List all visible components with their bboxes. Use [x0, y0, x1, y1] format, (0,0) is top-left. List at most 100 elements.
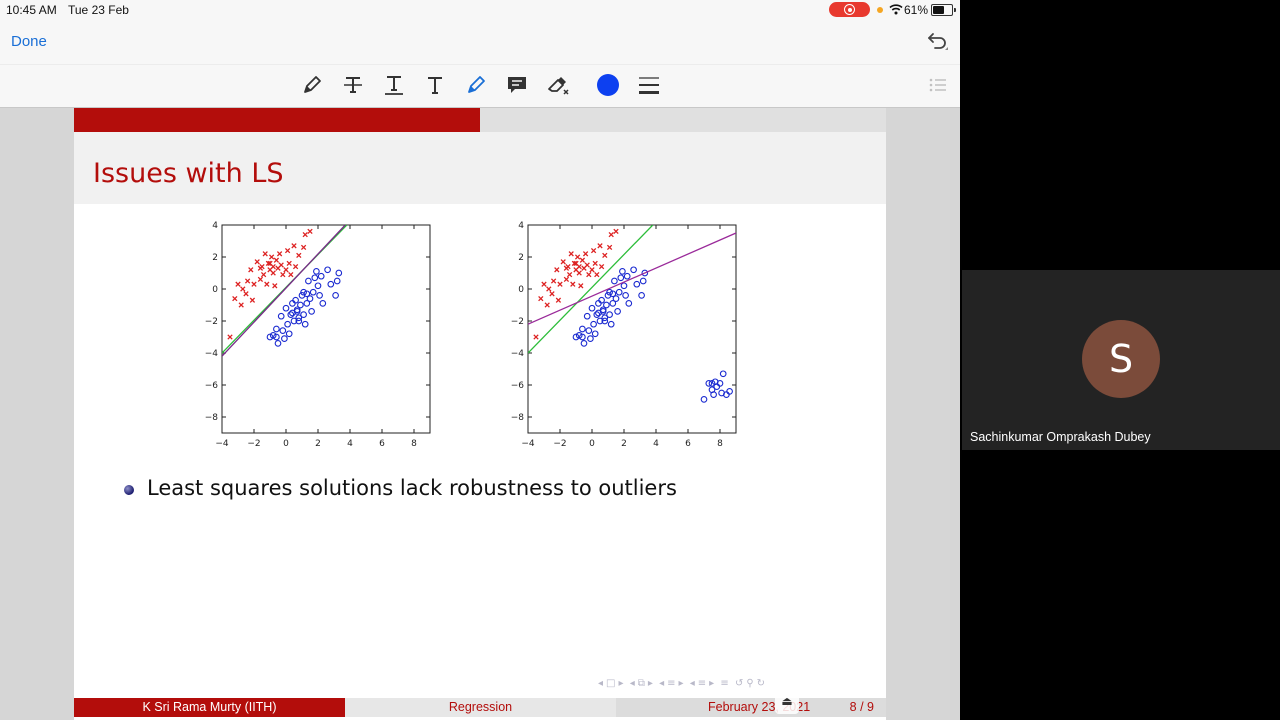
nav-prev-subsection-icon[interactable]: ◂: [629, 678, 635, 689]
data-point-o: [638, 292, 645, 299]
data-point-o: [593, 311, 601, 318]
data-point-o: [590, 320, 597, 328]
comment-icon[interactable]: [505, 73, 529, 97]
nav-toc-icon[interactable]: ≡: [720, 678, 729, 689]
eraser-icon[interactable]: [546, 73, 570, 97]
x-tick-label: −4: [215, 439, 229, 449]
scatter-plot-least-squares: −4 −2 0 2 4 6 8 4 2 0 −2 −4 −6 −8: [205, 221, 431, 449]
data-point-x: [613, 228, 619, 235]
nav-first-icon[interactable]: ◂: [598, 678, 604, 689]
done-button[interactable]: Done: [11, 33, 47, 50]
data-point-o: [579, 333, 586, 341]
y-tick-label: −8: [205, 413, 219, 423]
text-icon[interactable]: [423, 73, 447, 97]
x-tick-label: 0: [283, 439, 289, 449]
data-point-x: [563, 265, 570, 271]
nav-next-icon[interactable]: ▸: [618, 678, 624, 689]
data-point-o: [269, 332, 277, 339]
data-point-o: [606, 311, 613, 318]
plot-area: [222, 225, 348, 357]
data-point-x: [533, 334, 539, 340]
nav-next-section-icon[interactable]: ▸: [678, 678, 684, 689]
nav-next-doc-icon[interactable]: ▸: [709, 678, 715, 689]
data-point-o: [719, 370, 727, 378]
data-point-o: [630, 266, 637, 274]
data-point-o: [317, 272, 325, 280]
markup-toolbar: [0, 64, 960, 108]
bullet-text: Least squares solutions lack robustness …: [147, 476, 677, 500]
data-point-o: [311, 274, 319, 282]
x-tick-label: 2: [315, 439, 321, 449]
data-point-x: [554, 267, 560, 273]
nav-next-subsection-icon[interactable]: ▸: [647, 678, 653, 689]
nav-redo-icon[interactable]: ↻: [756, 678, 766, 689]
participant-tile[interactable]: S Sachinkumar Omprakash Dubey: [962, 270, 1280, 450]
nav-prev-section-icon[interactable]: ◂: [659, 678, 665, 689]
nav-undo-icon[interactable]: ↺: [734, 678, 744, 689]
underline-text-icon[interactable]: [382, 73, 406, 97]
data-point-x: [262, 251, 268, 257]
data-point-x: [238, 302, 244, 308]
data-point-o: [301, 320, 309, 328]
nav-search-icon[interactable]: ⚲: [746, 678, 754, 689]
data-point-o: [284, 320, 291, 328]
data-point-o: [300, 288, 307, 296]
line-weight-icon[interactable]: [637, 73, 661, 97]
y-tick-label: −2: [205, 317, 218, 327]
data-point-x: [546, 286, 552, 292]
pen-icon[interactable]: [300, 73, 324, 97]
x-tick-label: 8: [717, 439, 723, 449]
slide-title-band: [74, 132, 886, 204]
data-point-o: [716, 380, 724, 387]
nav-prev-doc-icon[interactable]: ◂: [689, 678, 695, 689]
data-point-x: [544, 302, 550, 308]
data-point-o: [619, 268, 626, 275]
data-point-o: [279, 327, 287, 334]
data-point-x: [296, 252, 302, 259]
fit-line: [528, 225, 654, 354]
nav-section-icon[interactable]: ≡: [667, 678, 676, 689]
undo-icon[interactable]: [926, 30, 948, 52]
data-point-o: [306, 295, 314, 302]
data-point-o: [603, 301, 610, 309]
nav-subsection-icon[interactable]: ⧉: [637, 678, 645, 689]
x-tick-label: 6: [685, 439, 691, 449]
data-point-x: [571, 260, 578, 267]
highlighter-icon[interactable]: [464, 73, 488, 97]
data-point-x: [586, 271, 592, 278]
data-point-o: [273, 333, 280, 341]
battery-icon: [931, 4, 956, 16]
data-point-x: [249, 297, 256, 303]
data-point-x: [273, 257, 280, 263]
outline-icon[interactable]: [929, 77, 947, 93]
data-point-x: [576, 263, 582, 270]
data-point-x: [602, 252, 608, 259]
nav-frame-icon[interactable]: □: [606, 678, 616, 689]
footer-date-section: February 23, 2021 8 / 9: [616, 698, 886, 717]
data-point-o: [611, 277, 618, 285]
strikethrough-text-icon[interactable]: [341, 73, 365, 97]
data-point-x: [291, 243, 297, 249]
data-point-o: [623, 272, 631, 280]
data-point-x: [582, 251, 589, 257]
x-tick-label: 0: [589, 439, 595, 449]
data-point-o: [639, 277, 647, 285]
mic-in-use-indicator: [877, 7, 883, 13]
color-picker[interactable]: [597, 74, 619, 96]
nav-doc-icon[interactable]: ≡: [697, 678, 707, 689]
status-time: 10:45 AM: [6, 3, 57, 17]
data-point-o: [591, 330, 599, 338]
data-point-x: [608, 231, 614, 238]
screen-recording-indicator[interactable]: [829, 2, 870, 17]
data-point-x: [563, 276, 570, 283]
plot-frame: [221, 224, 431, 434]
data-point-x: [265, 260, 272, 267]
data-point-x: [594, 271, 600, 278]
data-point-x: [280, 271, 286, 278]
scroll-to-top-icon[interactable]: ⏏: [775, 690, 799, 714]
y-tick-label: −2: [511, 317, 524, 327]
data-point-x: [570, 281, 576, 287]
data-point-o: [327, 280, 335, 288]
beamer-navigation-symbols[interactable]: ◂ □ ▸ ◂ ⧉ ▸ ◂ ≡ ▸ ◂ ≡ ▸ ≡ ↺ ⚲ ↻: [598, 678, 768, 692]
data-point-o: [316, 292, 323, 299]
